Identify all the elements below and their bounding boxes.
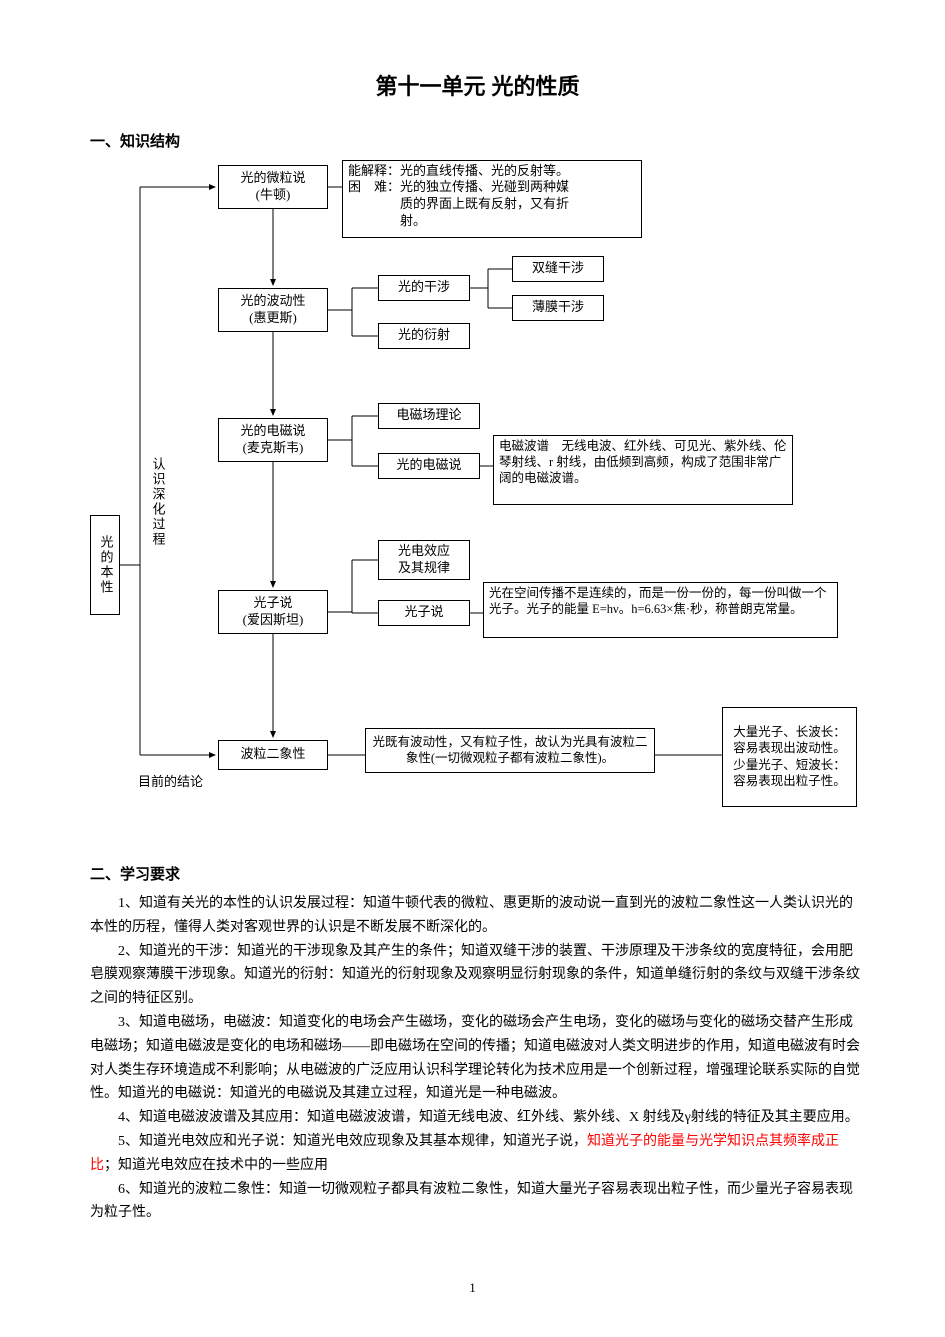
node-em-light: 光的电磁说 <box>378 453 480 479</box>
page-title: 第十一单元 光的性质 <box>90 70 865 103</box>
para-5: 5、知道光电效应和光子说：知道光电效应现象及其基本规律，知道光子说，知道光子的能… <box>90 1130 865 1178</box>
conclusion-label: 目前的结论 <box>138 772 203 792</box>
process-label: 认识深化过程 <box>148 457 168 553</box>
node-duality-desc: 光既有波动性，又有粒子性，故认为光具有波粒二象性(一切微观粒子都有波粒二象性)。 <box>365 728 655 773</box>
node-interference: 光的干涉 <box>378 275 470 301</box>
node-em-theory: 电磁场理论 <box>378 403 480 429</box>
section-2-heading: 二、学习要求 <box>90 864 865 887</box>
para-5c: ；知道光电效应在技术中的一些应用 <box>104 1158 328 1173</box>
node-photon-desc: 光在空间传播不是连续的，而是一份一份的，每一份叫做一个光子。光子的能量 E=hν… <box>483 582 838 638</box>
node-double-slit: 双缝干涉 <box>512 256 604 282</box>
para-6: 6、知道光的波粒二象性：知道一切微观粒子都具有波粒二象性，知道大量光子容易表现出… <box>90 1178 865 1226</box>
node-maxwell: 光的电磁说 (麦克斯韦) <box>218 418 328 462</box>
node-diffraction: 光的衍射 <box>378 323 470 349</box>
node-photoelectric: 光电效应 及其规律 <box>378 540 470 580</box>
requirements-body: 1、知道有关光的本性的认识发展过程：知道牛顿代表的微粒、惠更斯的波动说一直到光的… <box>90 892 865 1225</box>
node-newton: 光的微粒说 (牛顿) <box>218 165 328 209</box>
para-2: 2、知道光的干涉：知道光的干涉现象及其产生的条件；知道双缝干涉的装置、干涉原理及… <box>90 940 865 1011</box>
para-5a: 5、知道光电效应和光子说：知道光电效应现象及其基本规律，知道光子说， <box>118 1134 587 1149</box>
node-thin-film: 薄膜干涉 <box>512 295 604 321</box>
node-duality-right: 大量光子、长波长：容易表现出波动性。 少量光子、短波长：容易表现出粒子性。 <box>722 707 857 807</box>
para-4: 4、知道电磁波波谱及其应用：知道电磁波波谱，知道无线电波、红外线、紫外线、X 射… <box>90 1106 865 1130</box>
section-1-heading: 一、知识结构 <box>90 131 865 154</box>
para-1: 1、知道有关光的本性的认识发展过程：知道牛顿代表的微粒、惠更斯的波动说一直到光的… <box>90 892 865 940</box>
node-root-text: 光的本性 <box>97 535 114 595</box>
page-number: 1 <box>0 1278 945 1298</box>
node-newton-desc: 能解释：光的直线传播、光的反射等。 困 难：光的独立传播、光碰到两种媒 质的界面… <box>342 160 642 238</box>
node-photon: 光子说 <box>378 600 470 626</box>
node-einstein: 光子说 (爱因斯坦) <box>218 590 328 634</box>
node-huygens: 光的波动性 (惠更斯) <box>218 288 328 332</box>
node-root: 光的本性 <box>90 515 120 615</box>
flowchart: 光的本性 认识深化过程 光的微粒说 (牛顿) 能解释：光的直线传播、光的反射等。… <box>90 160 880 850</box>
node-em-desc: 电磁波谱 无线电波、红外线、可见光、紫外线、伦琴射线、r 射线，由低频到高频，构… <box>493 435 793 505</box>
process-text: 认识深化过程 <box>148 457 168 547</box>
node-duality: 波粒二象性 <box>218 740 328 770</box>
para-3: 3、知道电磁场，电磁波：知道变化的电场会产生磁场，变化的磁场会产生电场，变化的磁… <box>90 1011 865 1106</box>
